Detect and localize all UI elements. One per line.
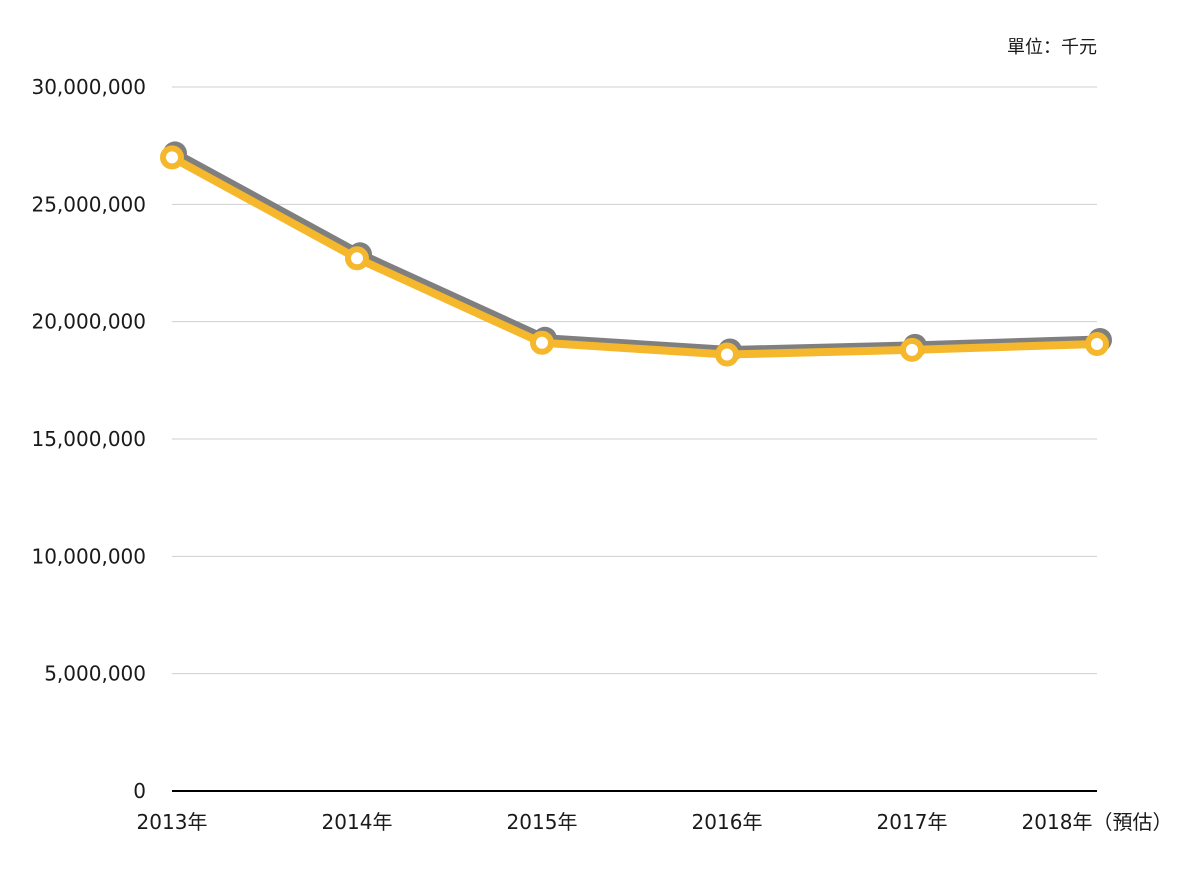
series-line: [168, 153, 1101, 359]
data-point: [900, 337, 924, 362]
gridlines: [172, 86, 1097, 792]
x-tick-label: 2015年: [507, 810, 578, 834]
series-layer: [160, 141, 1112, 367]
series-line-shadow: [170, 148, 1105, 356]
x-tick-label: 2014年: [322, 810, 393, 834]
y-tick-label: 0: [133, 779, 146, 803]
x-tick-label: 2017年: [877, 810, 948, 834]
y-tick-label: 30,000,000: [31, 75, 146, 99]
data-point: [345, 246, 369, 271]
data-point: [715, 342, 739, 367]
y-tick-label: 15,000,000: [31, 427, 146, 451]
y-axis-ticks: 0 5,000,000 10,000,000 15,000,000 20,000,000…: [31, 75, 146, 803]
data-point: [1085, 331, 1109, 356]
x-tick-label: 2013年: [137, 810, 208, 834]
x-tick-label: 2016年: [692, 810, 763, 834]
x-axis-ticks: 2013年 2014年 2015年 2016年 2017年 2018年（預估）: [137, 810, 1173, 834]
x-tick-label: 2018年（預估）: [1022, 810, 1173, 834]
y-tick-label: 25,000,000: [31, 192, 146, 216]
data-point: [160, 145, 184, 170]
data-point: [530, 330, 554, 355]
y-tick-label: 10,000,000: [31, 544, 146, 568]
y-tick-label: 20,000,000: [31, 310, 146, 334]
unit-label: 單位：千元: [1007, 37, 1097, 58]
y-tick-label: 5,000,000: [44, 662, 146, 686]
